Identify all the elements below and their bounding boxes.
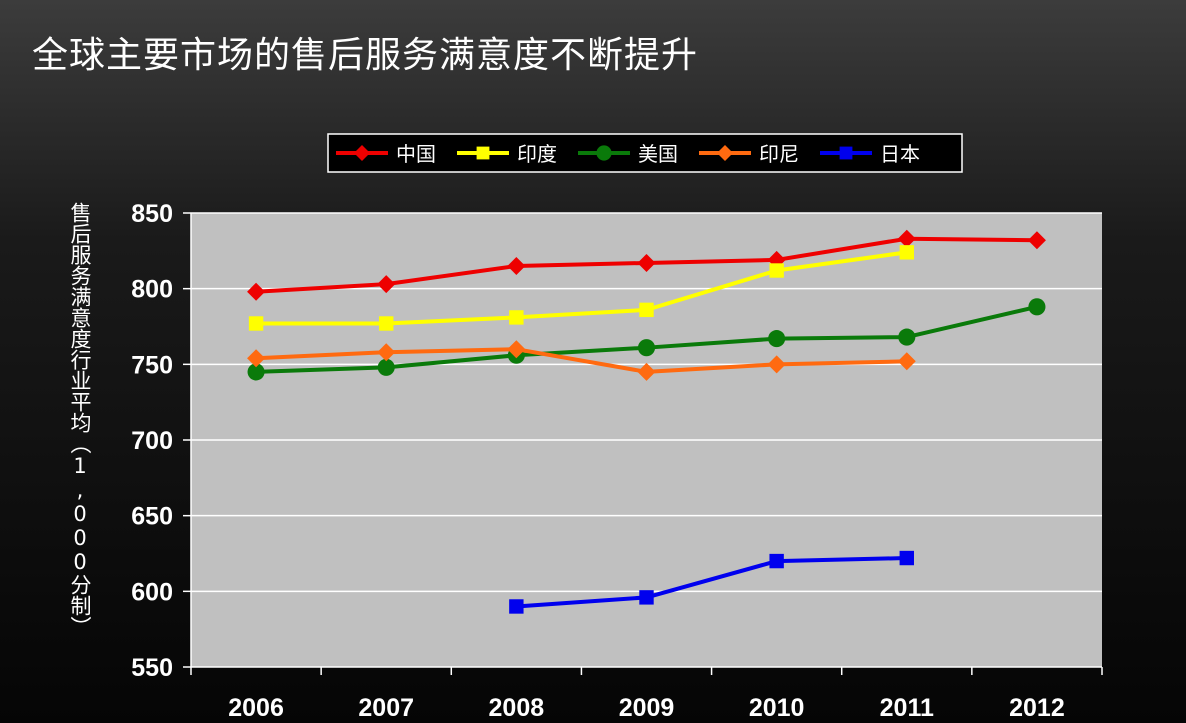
data-point bbox=[377, 275, 396, 294]
data-point bbox=[377, 358, 395, 376]
legend-marker bbox=[354, 145, 370, 161]
data-point bbox=[769, 553, 784, 569]
data-point bbox=[899, 245, 914, 260]
x-tick-label: 2008 bbox=[489, 694, 545, 722]
y-axis-ticks: 850 800 750 700 650 600 550 bbox=[131, 200, 191, 682]
y-tick-label: 550 bbox=[131, 654, 173, 682]
legend-marker bbox=[839, 146, 853, 160]
data-point bbox=[247, 363, 265, 381]
series-line bbox=[516, 556, 907, 609]
data-point bbox=[898, 328, 916, 346]
legend-item: 美国 bbox=[578, 142, 678, 166]
x-tick-label: 2010 bbox=[749, 694, 805, 722]
legend-label: 中国 bbox=[396, 142, 436, 166]
data-point bbox=[377, 343, 396, 362]
series-1 bbox=[248, 245, 914, 331]
data-point bbox=[248, 316, 264, 331]
legend-label: 印尼 bbox=[759, 142, 799, 166]
series-line bbox=[255, 347, 907, 374]
legend-marker bbox=[476, 146, 490, 160]
data-point bbox=[509, 310, 524, 325]
legend-item: 中国 bbox=[336, 142, 436, 166]
data-point bbox=[1027, 231, 1046, 250]
x-tick-label: 2007 bbox=[358, 694, 414, 722]
data-point bbox=[897, 229, 916, 248]
x-axis-ticks: 2006 2007 2008 2009 2010 2011 2012 bbox=[190, 667, 1103, 722]
data-point bbox=[637, 362, 656, 381]
series-4 bbox=[509, 550, 914, 614]
legend-label: 日本 bbox=[880, 142, 920, 166]
y-axis-label: 售后服务满意度行业平均（1,000分制） bbox=[68, 202, 92, 637]
y-tick-label: 750 bbox=[131, 351, 173, 379]
data-point bbox=[767, 355, 786, 374]
data-point bbox=[768, 330, 786, 348]
y-tick-label: 700 bbox=[131, 427, 173, 455]
x-tick-label: 2011 bbox=[880, 694, 934, 722]
data-point bbox=[769, 263, 784, 278]
series-group bbox=[247, 229, 1046, 614]
y-tick-label: 600 bbox=[131, 578, 173, 606]
legend-item: 印度 bbox=[457, 142, 557, 166]
legend: 中国 印度 美国 印尼 日本 bbox=[327, 133, 963, 173]
data-point bbox=[637, 253, 656, 272]
series-line bbox=[256, 250, 908, 326]
data-point bbox=[507, 340, 526, 359]
legend-item: 印尼 bbox=[699, 142, 799, 166]
page-title: 全球主要市场的售后服务满意度不断提升 bbox=[32, 35, 699, 76]
legend-marker bbox=[717, 145, 733, 161]
data-point bbox=[637, 339, 656, 357]
y-tick-label: 800 bbox=[131, 276, 173, 304]
data-point bbox=[899, 550, 914, 566]
legend-label: 印度 bbox=[517, 142, 557, 166]
data-point bbox=[247, 282, 266, 301]
data-point bbox=[639, 590, 654, 605]
data-point bbox=[1028, 298, 1046, 316]
data-point bbox=[897, 352, 916, 371]
legend-marker bbox=[596, 145, 612, 161]
x-tick-label: 2012 bbox=[1009, 694, 1065, 722]
series-3 bbox=[247, 340, 916, 381]
data-point bbox=[379, 316, 394, 331]
data-point bbox=[507, 256, 526, 275]
gridlines bbox=[191, 212, 1102, 593]
data-point bbox=[639, 302, 654, 318]
y-tick-label: 650 bbox=[131, 503, 173, 531]
legend-label: 美国 bbox=[638, 142, 678, 166]
series-0 bbox=[247, 229, 1046, 301]
x-tick-label: 2006 bbox=[228, 694, 284, 722]
legend-item: 日本 bbox=[820, 142, 920, 166]
y-tick-label: 850 bbox=[131, 200, 173, 228]
data-point bbox=[247, 349, 266, 368]
data-point bbox=[509, 599, 524, 614]
x-tick-label: 2009 bbox=[619, 694, 675, 722]
